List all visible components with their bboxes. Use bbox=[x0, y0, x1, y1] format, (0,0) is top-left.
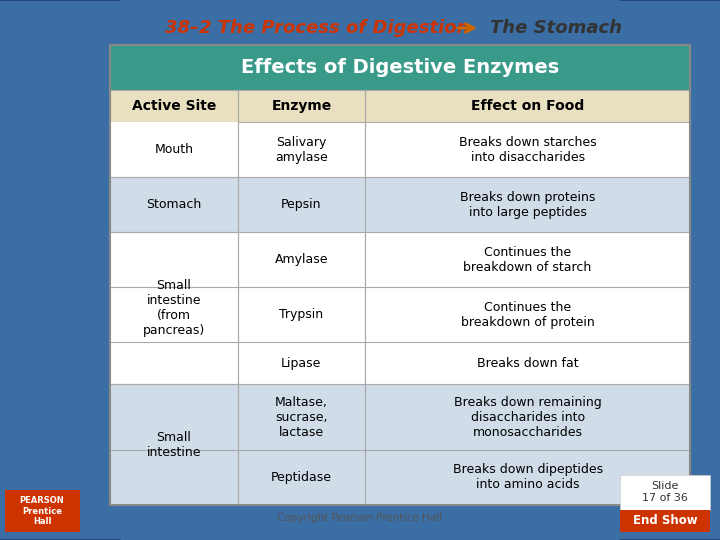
Text: PEARSON
Prentice
Hall: PEARSON Prentice Hall bbox=[19, 496, 64, 526]
Text: Enzyme: Enzyme bbox=[271, 99, 331, 113]
Text: Breaks down remaining
disaccharides into
monosaccharides: Breaks down remaining disaccharides into… bbox=[454, 396, 601, 438]
FancyArrowPatch shape bbox=[458, 24, 474, 32]
Text: Breaks down starches
into disaccharides: Breaks down starches into disaccharides bbox=[459, 136, 596, 164]
FancyBboxPatch shape bbox=[110, 287, 690, 342]
Text: End Show: End Show bbox=[633, 515, 697, 528]
FancyBboxPatch shape bbox=[620, 475, 710, 510]
Text: Breaks down fat: Breaks down fat bbox=[477, 357, 578, 370]
Text: The Stomach: The Stomach bbox=[490, 19, 622, 37]
FancyBboxPatch shape bbox=[110, 384, 690, 450]
Text: Pepsin: Pepsin bbox=[281, 198, 322, 211]
Text: Mouth: Mouth bbox=[154, 143, 193, 156]
Text: Effects of Digestive Enzymes: Effects of Digestive Enzymes bbox=[241, 58, 559, 77]
FancyBboxPatch shape bbox=[110, 45, 690, 505]
Text: Breaks down proteins
into large peptides: Breaks down proteins into large peptides bbox=[460, 191, 595, 219]
Text: Trypsin: Trypsin bbox=[279, 308, 323, 321]
Text: Breaks down dipeptides
into amino acids: Breaks down dipeptides into amino acids bbox=[453, 463, 603, 491]
FancyBboxPatch shape bbox=[110, 177, 690, 232]
FancyBboxPatch shape bbox=[110, 232, 238, 384]
Text: Slide
17 of 36: Slide 17 of 36 bbox=[642, 481, 688, 503]
FancyBboxPatch shape bbox=[5, 490, 80, 532]
Text: Small
intestine
(from
pancreas): Small intestine (from pancreas) bbox=[143, 279, 205, 337]
FancyBboxPatch shape bbox=[110, 177, 238, 232]
FancyBboxPatch shape bbox=[620, 510, 710, 532]
Text: Copyright Pearson Prentice Hall: Copyright Pearson Prentice Hall bbox=[277, 513, 443, 523]
Text: Continues the
breakdown of starch: Continues the breakdown of starch bbox=[464, 246, 592, 274]
FancyBboxPatch shape bbox=[110, 122, 238, 177]
Text: Small
intestine: Small intestine bbox=[147, 431, 201, 458]
FancyBboxPatch shape bbox=[110, 342, 690, 384]
FancyBboxPatch shape bbox=[110, 122, 690, 177]
Text: Continues the
breakdown of protein: Continues the breakdown of protein bbox=[461, 301, 595, 328]
Text: Effect on Food: Effect on Food bbox=[471, 99, 584, 113]
Text: Stomach: Stomach bbox=[146, 198, 202, 211]
FancyBboxPatch shape bbox=[110, 450, 690, 505]
Text: Lipase: Lipase bbox=[282, 357, 322, 370]
FancyBboxPatch shape bbox=[110, 45, 690, 90]
Text: Maltase,
sucrase,
lactase: Maltase, sucrase, lactase bbox=[275, 396, 328, 438]
Text: Peptidase: Peptidase bbox=[271, 471, 332, 484]
Text: 38–2 The Process of Digestion: 38–2 The Process of Digestion bbox=[165, 19, 469, 37]
Text: Amylase: Amylase bbox=[274, 253, 328, 266]
FancyBboxPatch shape bbox=[110, 384, 238, 505]
FancyBboxPatch shape bbox=[110, 90, 690, 122]
FancyBboxPatch shape bbox=[110, 232, 690, 287]
Text: Active Site: Active Site bbox=[132, 99, 216, 113]
Text: Salivary
amylase: Salivary amylase bbox=[275, 136, 328, 164]
